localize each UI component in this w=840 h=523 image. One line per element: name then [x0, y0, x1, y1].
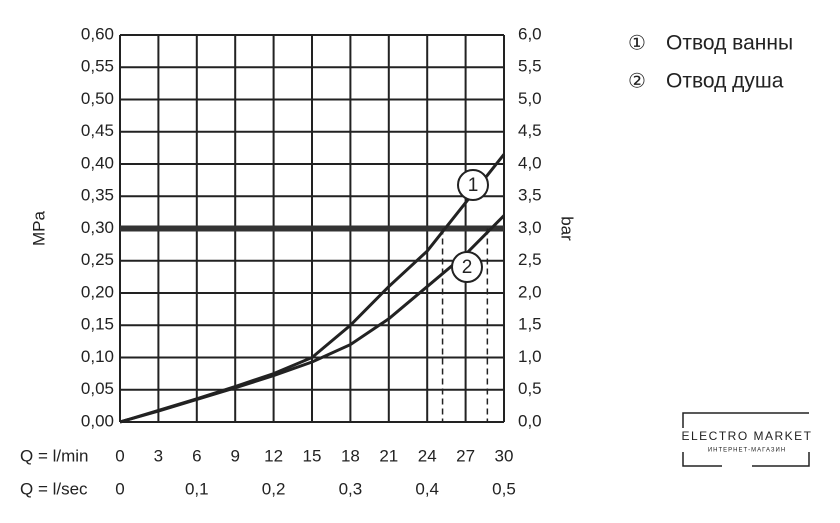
y2-tick-label: 2,5	[518, 250, 542, 269]
series-line	[119, 214, 506, 424]
y2-axis-label: bar	[558, 216, 577, 241]
y-tick-label: 0,25	[81, 250, 114, 269]
logo-gap	[679, 428, 819, 452]
y-tick-label: 0,35	[81, 186, 114, 205]
x-axis-label: Q = l/min	[20, 446, 89, 465]
y-tick-label: 0,40	[81, 153, 114, 172]
y2-tick-label: 1,5	[518, 315, 542, 334]
legend-marker: ①	[628, 32, 646, 54]
y-tick-label: 0,10	[81, 347, 114, 366]
y2-tick-label: 0,5	[518, 379, 542, 398]
x2-tick-label: 0,4	[415, 479, 439, 498]
y2-tick-label: 3,5	[518, 186, 542, 205]
x2-tick-label: 0,5	[492, 479, 516, 498]
y-axis-label: MPa	[29, 210, 48, 246]
y2-tick-label: 6,0	[518, 24, 542, 43]
series-badge-label: 2	[462, 257, 473, 278]
y2-tick-label: 4,0	[518, 153, 542, 172]
x-tick-label: 0	[115, 446, 124, 465]
y-tick-label: 0,20	[81, 282, 114, 301]
x2-tick-label: 0,3	[339, 479, 363, 498]
legend-label: Отвод душа	[666, 70, 784, 93]
x-tick-label: 24	[418, 446, 437, 465]
y-tick-label: 0,00	[81, 411, 114, 430]
series-badge	[457, 169, 489, 201]
x-tick-label: 3	[154, 446, 163, 465]
legend-label: Отвод ванны	[666, 32, 793, 55]
x2-axis-label: Q = l/sec	[20, 479, 88, 498]
x2-tick-label: 0	[115, 479, 124, 498]
x-tick-label: 30	[495, 446, 514, 465]
y2-tick-label: 4,5	[518, 121, 542, 140]
logo-subtitle: ИНТЕРНЕТ-МАГАЗИН	[708, 448, 786, 454]
legend-marker: ②	[628, 70, 646, 92]
x-tick-label: 9	[230, 446, 239, 465]
y2-tick-label: 5,5	[518, 57, 542, 76]
series-badge-label: 1	[468, 175, 479, 196]
x2-tick-label: 0,1	[185, 479, 209, 498]
y2-tick-label: 2,0	[518, 282, 542, 301]
x-tick-label: 12	[264, 446, 283, 465]
logo-title: ELECTRO MARKET	[681, 429, 812, 443]
y2-tick-label: 0,0	[518, 411, 542, 430]
y-tick-label: 0,05	[81, 379, 114, 398]
y-tick-label: 0,15	[81, 315, 114, 334]
series-badge	[451, 251, 483, 283]
x-tick-label: 15	[303, 446, 322, 465]
y-tick-label: 0,45	[81, 121, 114, 140]
x-tick-label: 27	[456, 446, 475, 465]
y-tick-label: 0,30	[81, 218, 114, 237]
y-tick-label: 0,60	[81, 24, 114, 43]
x-tick-label: 6	[192, 446, 201, 465]
x-tick-label: 21	[379, 446, 398, 465]
y-tick-label: 0,50	[81, 89, 114, 108]
y-tick-label: 0,55	[81, 57, 114, 76]
y2-tick-label: 1,0	[518, 347, 542, 366]
x-tick-label: 18	[341, 446, 360, 465]
x2-tick-label: 0,2	[262, 479, 286, 498]
y2-tick-label: 5,0	[518, 89, 542, 108]
y2-tick-label: 3,0	[518, 218, 542, 237]
